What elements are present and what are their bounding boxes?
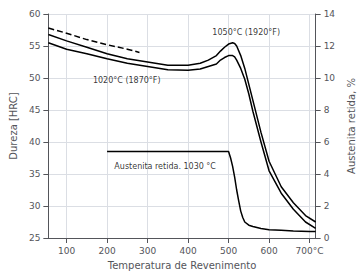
- svg-text:Austenita retida. 1030 °C: Austenita retida. 1030 °C: [114, 162, 216, 171]
- svg-text:35: 35: [29, 169, 40, 179]
- svg-text:Dureza [HRC]: Dureza [HRC]: [8, 92, 19, 159]
- svg-text:40: 40: [29, 137, 41, 147]
- svg-text:400: 400: [179, 246, 196, 256]
- svg-text:8: 8: [324, 105, 330, 115]
- svg-text:2: 2: [324, 201, 330, 211]
- svg-text:50: 50: [29, 73, 41, 83]
- svg-text:12: 12: [324, 41, 335, 51]
- svg-text:100: 100: [58, 246, 75, 256]
- svg-text:25: 25: [29, 233, 40, 243]
- svg-text:14: 14: [324, 9, 336, 19]
- svg-text:500: 500: [220, 246, 237, 256]
- svg-text:6: 6: [324, 137, 330, 147]
- svg-text:1020°C (1870°F): 1020°C (1870°F): [93, 76, 161, 85]
- svg-text:0: 0: [324, 233, 330, 243]
- svg-text:4: 4: [324, 169, 330, 179]
- svg-text:10: 10: [324, 73, 336, 83]
- svg-text:30: 30: [29, 201, 41, 211]
- svg-text:700°C: 700°C: [296, 246, 324, 256]
- svg-text:1050°C (1920°F): 1050°C (1920°F): [212, 28, 280, 37]
- svg-text:45: 45: [29, 105, 40, 115]
- svg-text:600: 600: [260, 246, 277, 256]
- svg-text:200: 200: [98, 246, 115, 256]
- svg-text:300: 300: [139, 246, 156, 256]
- svg-text:Austenita retida, %: Austenita retida, %: [346, 78, 357, 174]
- svg-text:Temperatura de Revenimento: Temperatura de Revenimento: [107, 260, 257, 271]
- svg-text:55: 55: [29, 41, 40, 51]
- svg-text:60: 60: [29, 9, 41, 19]
